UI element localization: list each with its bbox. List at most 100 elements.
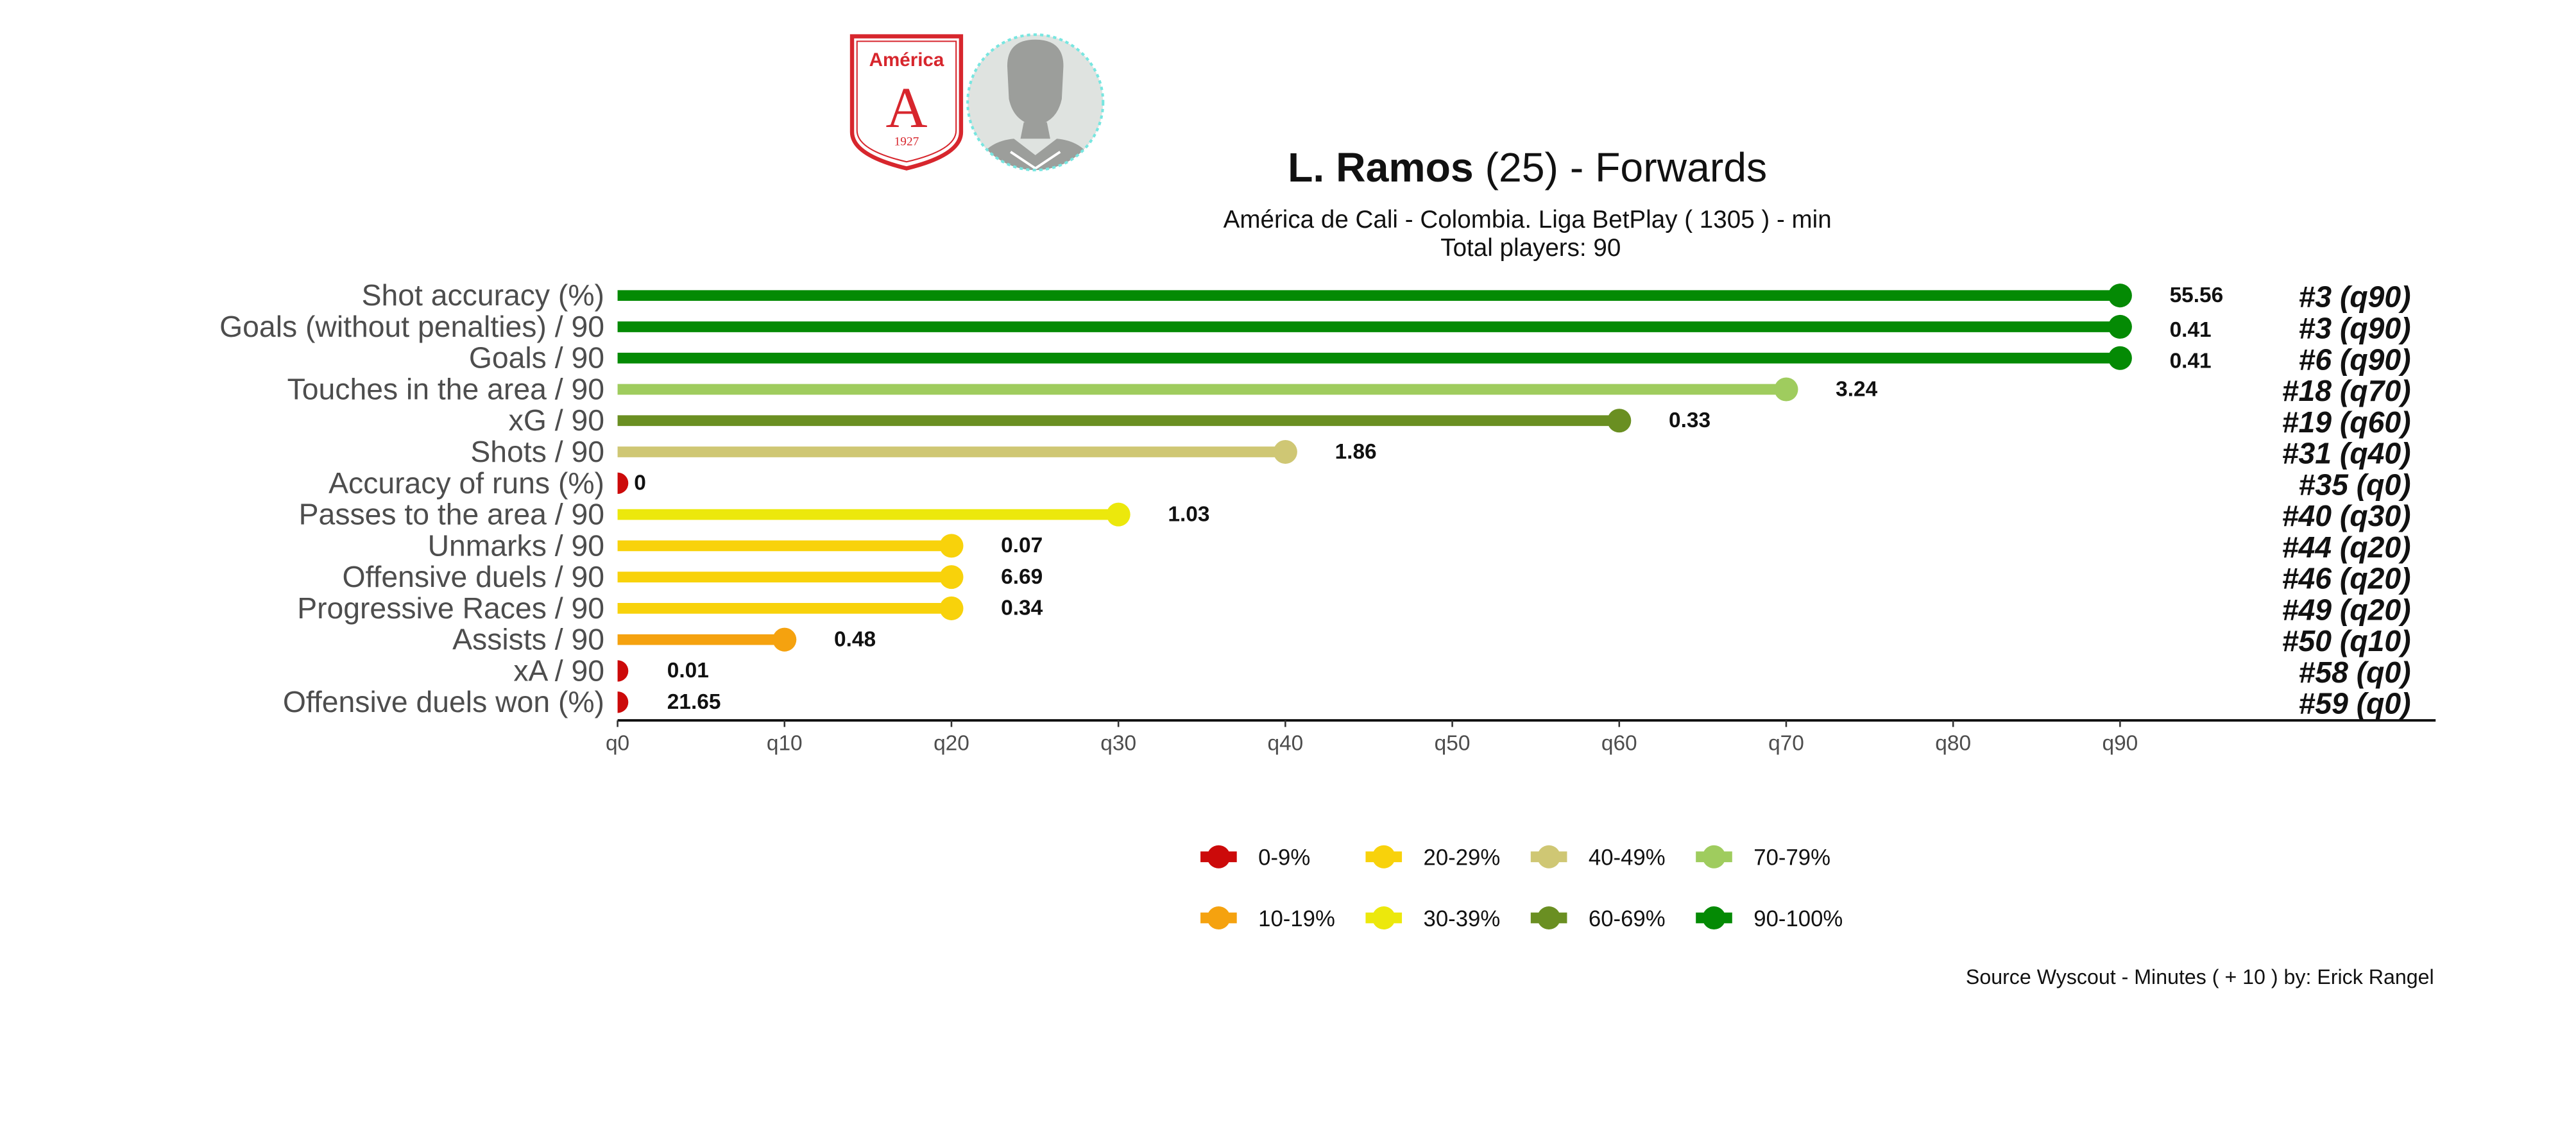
legend-item: 60-69% (1530, 906, 1666, 931)
metric-rank: #35 (q0) (2299, 468, 2411, 501)
legend-item: 20-29% (1365, 845, 1500, 870)
metric-label: Accuracy of runs (%) (328, 466, 604, 500)
metric-rank: #40 (q30) (2282, 499, 2411, 532)
metric-label: Shots / 90 (470, 435, 604, 468)
x-tick-label: q30 (1100, 731, 1136, 755)
metric-value: 0 (634, 471, 646, 495)
metric-row: xA / 90 0.01 #58 (q0) (513, 654, 2410, 689)
metric-rank: #58 (q0) (2299, 656, 2411, 689)
metric-label: Offensive duels won (%) (283, 685, 604, 718)
metric-row: Assists / 90 0.48 #50 (q10) (452, 623, 2410, 658)
metric-label: Unmarks / 90 (428, 529, 604, 562)
player-avatar (966, 33, 1105, 172)
legend-key-dot (1702, 845, 1726, 869)
metric-rank: #31 (q40) (2282, 437, 2411, 470)
metric-label: Goals (without penalties) / 90 (219, 310, 604, 343)
metric-value: 0.07 (1001, 534, 1043, 557)
legend-key-dot (1207, 906, 1231, 929)
metric-label: Passes to the area / 90 (299, 498, 604, 531)
x-tick-label: q80 (1935, 731, 1971, 755)
metric-row: Goals (without penalties) / 90 0.41 #3 (q9… (219, 310, 2410, 345)
metric-value: 55.56 (2170, 284, 2224, 307)
metric-dot (939, 565, 964, 589)
legend-item: 70-79% (1696, 845, 1830, 870)
metric-dot (1607, 409, 1632, 433)
legend-label: 60-69% (1589, 907, 1666, 931)
metric-value: 0.34 (1001, 597, 1043, 620)
legend-item: 0-9% (1200, 845, 1310, 870)
metric-dot (1774, 377, 1798, 402)
metric-rank: #50 (q10) (2282, 624, 2411, 657)
metric-row: Shot accuracy (%) 55.56 #3 (q90) (362, 278, 2411, 314)
legend-label: 0-9% (1258, 846, 1310, 870)
metric-rank: #6 (q90) (2299, 343, 2411, 376)
metric-rank: #44 (q20) (2282, 530, 2411, 564)
metric-label: Shot accuracy (%) (362, 278, 604, 312)
metric-rank: #46 (q20) (2282, 562, 2411, 595)
total-players-value: 90 (1593, 234, 1621, 262)
x-tick-label: q50 (1435, 731, 1471, 755)
metric-value: 0.01 (667, 659, 709, 682)
player-age: (25) (1485, 144, 1558, 191)
player-name: L. Ramos (1288, 144, 1474, 191)
metric-dot (2108, 346, 2132, 370)
metric-label: Touches in the area / 90 (287, 372, 604, 405)
player-silhouette-icon (971, 39, 1100, 171)
chart-subtitle: América de Cali - Colombia. Liga BetPlay… (1224, 206, 1832, 233)
x-tick-label: q0 (606, 731, 629, 755)
metric-row: Goals / 90 0.41 #6 (q90) (469, 341, 2411, 377)
metric-dot (617, 472, 629, 495)
metric-dot (617, 691, 629, 713)
metric-rank: #19 (q60) (2282, 405, 2411, 439)
legend-label: 90-100% (1753, 907, 1843, 931)
metric-value: 6.69 (1001, 565, 1043, 589)
x-tick-label: q90 (2102, 731, 2138, 755)
subtitle-separator: - (1405, 206, 1413, 233)
metric-dot (2108, 314, 2132, 339)
club-name: América de Cali (1224, 206, 1398, 233)
metric-rows: Shot accuracy (%) 55.56 #3 (q90)Goals (wit… (219, 278, 2410, 720)
metric-label: Progressive Races / 90 (297, 591, 604, 625)
metric-value: 0.48 (834, 627, 876, 651)
legend-key-dot (1702, 906, 1726, 929)
x-tick-label: q20 (934, 731, 969, 755)
metric-value: 0.33 (1669, 409, 1710, 432)
metric-dot (939, 596, 964, 620)
metric-rank: #3 (q90) (2299, 280, 2411, 314)
legend-item: 10-19% (1200, 906, 1335, 931)
metric-dot (1106, 502, 1130, 527)
legend-key-dot (1372, 845, 1395, 869)
legend-label: 30-39% (1424, 907, 1501, 931)
metric-row: Offensive duels / 90 6.69 #46 (q20) (342, 560, 2410, 595)
metric-rank: #59 (q0) (2299, 687, 2411, 720)
legend-key-dot (1207, 845, 1231, 869)
chart-title: L. Ramos (25) - Forwards (1288, 144, 1767, 191)
source-caption: Source Wyscout - Minutes ( + 10 ) by: Er… (1966, 965, 2434, 988)
logo-letter: A (885, 76, 927, 140)
legend-label: 10-19% (1258, 907, 1335, 931)
metric-row: Touches in the area / 90 3.24 #18 (q70) (287, 372, 2411, 407)
metric-dot (772, 627, 797, 652)
metric-value: 21.65 (667, 690, 721, 714)
metric-value: 1.86 (1335, 440, 1377, 464)
metric-row: Accuracy of runs (%) 0 #35 (q0) (328, 466, 2410, 502)
metric-row: Shots / 90 1.86 #31 (q40) (470, 435, 2410, 470)
x-axis: q0 q10 q20 q30 q40 q50 q60 q70 q80 q90 (606, 719, 2436, 755)
metric-value: 1.03 (1168, 502, 1209, 526)
metric-rank: #49 (q20) (2282, 593, 2411, 626)
metric-value: 0.41 (2170, 350, 2212, 373)
total-players-label: Total players: (1440, 234, 1586, 262)
metric-dot (2108, 284, 2132, 308)
x-tick-label: q60 (1601, 731, 1637, 755)
legend-key-dot (1372, 906, 1395, 929)
legend-key-dot (1537, 906, 1561, 929)
metric-rank: #3 (q90) (2299, 311, 2411, 344)
metric-row: Offensive duels won (%) 21.65 #59 (q0) (283, 685, 2411, 720)
x-tick-label: q10 (767, 731, 803, 755)
metric-row: Progressive Races / 90 0.34 #49 (q20) (297, 591, 2410, 627)
metric-dot (617, 660, 629, 682)
legend-label: 40-49% (1589, 846, 1666, 870)
legend-key-dot (1537, 845, 1561, 869)
logo-year: 1927 (894, 135, 919, 148)
